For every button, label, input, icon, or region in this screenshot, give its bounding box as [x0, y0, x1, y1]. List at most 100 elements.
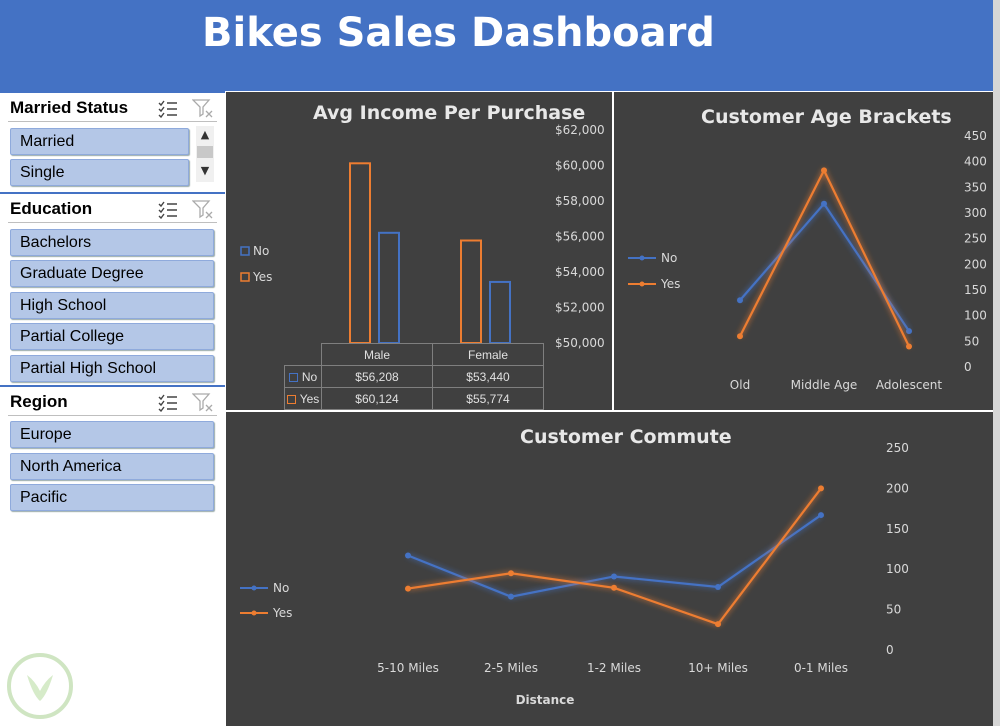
- data-point: [508, 570, 514, 577]
- table-row: No $56,208 $53,440: [284, 365, 544, 388]
- slicer-item-high-school[interactable]: High School: [10, 292, 214, 319]
- series-line: [407, 514, 822, 598]
- income-chart: $50,000 $52,000 $54,000 $56,000 $58,000 $60,0…: [240, 123, 605, 350]
- data-point: [821, 167, 827, 174]
- clear-filter-icon[interactable]: [192, 392, 214, 412]
- data-point: [818, 485, 824, 492]
- clear-filter-icon[interactable]: [192, 98, 214, 118]
- y-tick-label: 350: [964, 180, 987, 194]
- x-tick-label: Middle Age: [791, 378, 858, 392]
- legend-marker: [639, 255, 645, 261]
- legend-label: Yes: [660, 277, 680, 291]
- y-tick-label: 250: [964, 232, 987, 246]
- clear-filter-icon[interactable]: [192, 199, 214, 219]
- income-chart-panel: Avg Income Per Purchase $50,000 $52,000 $5…: [226, 92, 612, 410]
- table-row: Yes $60,124 $55,774: [284, 387, 544, 410]
- y-tick-label: 50: [886, 603, 901, 617]
- slicer-divider: [8, 415, 217, 416]
- slicer-item-partial-college[interactable]: Partial College: [10, 323, 214, 350]
- slicer-item-pacific[interactable]: Pacific: [10, 484, 214, 511]
- data-point: [508, 593, 514, 600]
- legend-marker: [251, 610, 257, 616]
- y-tick-label: 100: [964, 309, 987, 323]
- watermark-logo-icon: [7, 653, 73, 719]
- bar: [489, 280, 511, 345]
- y-tick-label: 50: [964, 334, 979, 348]
- legend-no-icon: [288, 372, 298, 382]
- x-tick-label: 2-5 Miles: [484, 661, 538, 675]
- slicer-region: Region Europe North America Pacific: [0, 385, 225, 515]
- series-line: [739, 201, 910, 332]
- table-row-label: No: [284, 365, 322, 388]
- y-tick-label: $52,000: [555, 301, 605, 315]
- slicer-item-single[interactable]: Single: [10, 159, 189, 186]
- slicer-item-graduate-degree[interactable]: Graduate Degree: [10, 260, 214, 287]
- slicer-header: Education: [0, 192, 225, 222]
- scroll-down-icon[interactable]: ▼: [200, 164, 210, 177]
- y-tick-label: 200: [886, 481, 909, 495]
- legend-yes-icon: [286, 394, 296, 404]
- x-tick-label: 5-10 Miles: [377, 661, 439, 675]
- slicer-item-north-america[interactable]: North America: [10, 453, 214, 480]
- table-cell: $53,440: [432, 365, 544, 388]
- y-tick-label: 300: [964, 206, 987, 220]
- y-tick-label: $50,000: [555, 336, 605, 350]
- data-point: [737, 297, 743, 304]
- bar: [378, 231, 400, 344]
- legend-label: Yes: [252, 270, 272, 284]
- slicer-divider: [8, 121, 217, 122]
- table-cell: $55,774: [432, 387, 544, 410]
- data-point: [906, 343, 912, 350]
- multi-select-icon[interactable]: [157, 98, 179, 118]
- table-row: Male Female: [284, 343, 544, 366]
- age-chart: 0 50 100 150 200 250 300 350 400 450 Old Middle Age…: [628, 129, 987, 392]
- legend-marker: [639, 281, 645, 287]
- x-tick-label: Old: [730, 378, 750, 392]
- data-point: [818, 512, 824, 519]
- slicer-item-bachelors[interactable]: Bachelors: [10, 229, 214, 256]
- data-point: [405, 585, 411, 592]
- y-tick-label: 100: [886, 562, 909, 576]
- legend-label: No: [273, 581, 289, 595]
- slicer-scrollbar[interactable]: ▲ ▼: [196, 126, 214, 182]
- x-tick-label: 1-2 Miles: [587, 661, 641, 675]
- table-cell: $60,124: [321, 387, 433, 410]
- slicer-header: Region: [0, 385, 225, 415]
- chart-title: Customer Commute: [520, 426, 732, 448]
- data-point: [715, 621, 721, 628]
- y-tick-label: $54,000: [555, 265, 605, 279]
- window-edge: [993, 0, 1000, 726]
- slicer-item-europe[interactable]: Europe: [10, 421, 214, 448]
- x-tick-label: 0-1 Miles: [794, 661, 848, 675]
- commute-chart: 0 50 100 150 200 250 5-10 Miles 2-5 Miles 1-2 Mi…: [240, 441, 909, 707]
- x-tick-label: Adolescent: [876, 378, 943, 392]
- data-point: [737, 333, 743, 340]
- table-header-cell: Male: [321, 343, 433, 366]
- chart-title: Customer Age Brackets: [701, 106, 952, 128]
- dashboard-header: Bikes Sales Dashboard: [0, 0, 993, 91]
- slicer-item-partial-high-school[interactable]: Partial High School: [10, 355, 214, 382]
- multi-select-icon[interactable]: [157, 392, 179, 412]
- y-tick-label: 150: [886, 522, 909, 536]
- legend-marker: [251, 585, 257, 591]
- slicer-item-married[interactable]: Married: [10, 128, 189, 155]
- multi-select-icon[interactable]: [157, 199, 179, 219]
- scroll-up-icon[interactable]: ▲: [200, 128, 210, 141]
- y-tick-label: 400: [964, 155, 987, 169]
- y-tick-label: 200: [964, 257, 987, 271]
- legend-swatch: [240, 272, 250, 282]
- slicer-title: Education: [10, 199, 93, 218]
- x-axis-label: Distance: [516, 693, 575, 707]
- slicer-married-status: Married Status Married Single ▲ ▼: [0, 91, 225, 191]
- data-point: [611, 573, 617, 580]
- table-row-label: Yes: [284, 387, 322, 410]
- legend-label: Yes: [272, 606, 292, 620]
- income-data-table: Male Female No $56,208 $53,440 Yes $60,1…: [284, 343, 544, 410]
- legend-label: No: [253, 244, 269, 258]
- slicer-title: Region: [10, 392, 68, 411]
- age-chart-panel: Customer Age Brackets 0 50 100 150 200 250 300…: [614, 92, 993, 410]
- y-tick-label: 250: [886, 441, 909, 455]
- y-tick-label: 150: [964, 283, 987, 297]
- scroll-thumb[interactable]: [197, 146, 213, 158]
- chart-title: Avg Income Per Purchase: [313, 102, 586, 124]
